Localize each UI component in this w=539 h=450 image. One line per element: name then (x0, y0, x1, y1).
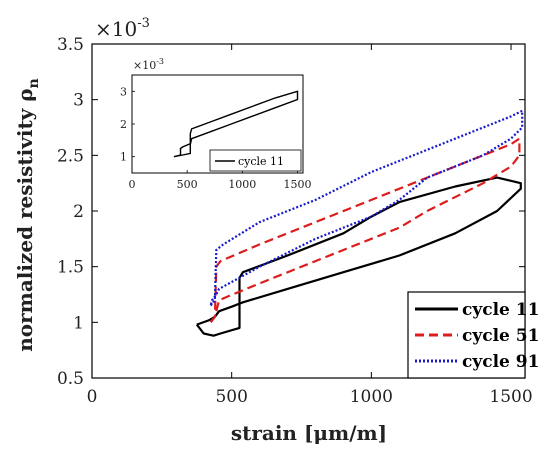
x-tick-label: 1000 (350, 387, 393, 407)
legend-label-cycle-11: cycle 11 (462, 300, 539, 320)
x-axis-label: strain [μm/m] (231, 421, 387, 445)
main-series-group (195, 109, 524, 337)
y-tick-label: 2.5 (57, 146, 84, 166)
series-line-cycle-51 (209, 137, 521, 323)
x-tick-label: 0 (87, 387, 98, 407)
inset-y-tick-label: 1 (120, 151, 127, 164)
inset-x-tick-label: 1500 (283, 178, 311, 191)
x-tick-label: 500 (215, 387, 247, 407)
series-line-cycle-91 (209, 109, 524, 307)
legend: cycle 11 cycle 51 cycle 91 (407, 291, 539, 379)
y-tick-label: 3 (73, 91, 84, 111)
x-tick-label: 1500 (489, 387, 532, 407)
inset-x-tick-label: 500 (177, 178, 198, 191)
y-multiplier: ×10-3 (95, 16, 150, 41)
inset-y-tick-label: 3 (120, 85, 127, 98)
inset-y-multiplier: ×10-3 (133, 57, 164, 72)
legend-label-cycle-51: cycle 51 (462, 326, 539, 346)
inset-legend-box (209, 149, 302, 172)
y-tick-label: 1 (73, 313, 84, 333)
y-tick-label: 1.5 (57, 258, 84, 278)
inset-chart: 0 500 1000 1500 1 2 3 ×10-3 cycle 11 (120, 57, 311, 191)
y-tick-label: 3.5 (57, 35, 84, 55)
inset-legend-label: cycle 11 (238, 155, 284, 168)
inset-axis-ticks: 0 500 1000 1500 1 2 3 (120, 85, 311, 191)
inset-x-tick-label: 1000 (228, 178, 256, 191)
y-tick-label: 2 (73, 202, 84, 222)
y-axis-label: normalized resistivity ρn (13, 78, 42, 352)
y-tick-label: 0.5 (57, 369, 84, 389)
legend-label-cycle-91: cycle 91 (462, 352, 539, 372)
legend-box (407, 291, 526, 379)
inset-series-line (173, 90, 299, 158)
inset-x-tick-label: 0 (129, 178, 136, 191)
inset-y-tick-label: 2 (120, 118, 127, 131)
series-line-cycle-11 (195, 176, 522, 337)
